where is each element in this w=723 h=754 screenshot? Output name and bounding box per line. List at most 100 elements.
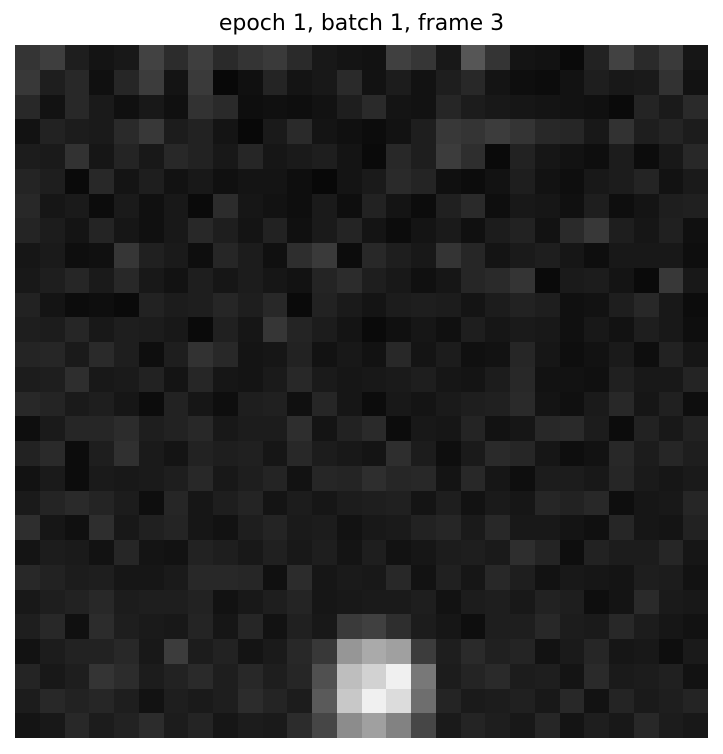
image-pixel bbox=[138, 416, 164, 441]
image-pixel bbox=[485, 317, 510, 342]
image-pixel bbox=[138, 366, 164, 392]
image-pixel bbox=[188, 614, 213, 639]
image-pixel bbox=[386, 441, 411, 466]
image-pixel bbox=[64, 45, 90, 70]
image-pixel bbox=[287, 366, 312, 392]
image-pixel bbox=[163, 119, 189, 144]
image-pixel bbox=[460, 366, 486, 392]
image-pixel bbox=[237, 168, 263, 194]
image-pixel bbox=[534, 639, 560, 664]
image-pixel bbox=[386, 144, 411, 169]
image-pixel bbox=[633, 168, 659, 194]
image-pixel bbox=[435, 391, 461, 417]
image-pixel bbox=[64, 292, 90, 318]
image-pixel bbox=[114, 144, 139, 169]
image-pixel bbox=[287, 540, 312, 565]
image-pixel bbox=[287, 688, 312, 714]
image-pixel bbox=[411, 144, 436, 169]
image-pixel bbox=[213, 639, 238, 664]
image-pixel bbox=[633, 391, 659, 417]
image-pixel bbox=[262, 713, 288, 738]
image-pixel bbox=[609, 540, 634, 565]
image-pixel bbox=[213, 490, 238, 516]
image-pixel bbox=[386, 589, 411, 615]
image-pixel bbox=[411, 292, 436, 318]
image-pixel bbox=[163, 663, 189, 689]
image-pixel bbox=[89, 168, 114, 194]
image-pixel bbox=[312, 540, 337, 565]
image-pixel bbox=[163, 564, 189, 590]
image-pixel bbox=[64, 69, 90, 95]
image-pixel bbox=[262, 663, 288, 689]
image-pixel bbox=[39, 119, 65, 144]
image-pixel bbox=[237, 490, 263, 516]
image-pixel bbox=[534, 614, 560, 639]
image-pixel bbox=[386, 45, 411, 70]
image-pixel bbox=[683, 69, 708, 95]
image-pixel bbox=[39, 515, 65, 540]
image-pixel bbox=[485, 45, 510, 70]
image-pixel bbox=[633, 639, 659, 664]
image-pixel bbox=[361, 441, 387, 466]
image-pixel bbox=[411, 416, 436, 441]
image-pixel bbox=[658, 490, 684, 516]
image-pixel bbox=[188, 465, 213, 491]
image-pixel bbox=[683, 639, 708, 664]
image-pixel bbox=[64, 94, 90, 120]
image-pixel bbox=[584, 441, 609, 466]
image-pixel bbox=[435, 69, 461, 95]
image-pixel bbox=[460, 614, 486, 639]
image-pixel bbox=[510, 515, 535, 540]
image-pixel bbox=[559, 144, 585, 169]
image-pixel bbox=[163, 366, 189, 392]
image-pixel bbox=[361, 663, 387, 689]
image-pixel bbox=[188, 193, 213, 219]
image-pixel bbox=[435, 168, 461, 194]
image-pixel bbox=[683, 663, 708, 689]
image-pixel bbox=[460, 94, 486, 120]
image-pixel bbox=[312, 589, 337, 615]
image-pixel bbox=[534, 45, 560, 70]
image-pixel bbox=[39, 564, 65, 590]
image-pixel bbox=[534, 119, 560, 144]
image-pixel bbox=[559, 589, 585, 615]
image-pixel bbox=[15, 688, 40, 714]
image-pixel bbox=[584, 515, 609, 540]
image-pixel bbox=[39, 45, 65, 70]
image-pixel bbox=[361, 589, 387, 615]
image-pixel bbox=[584, 465, 609, 491]
image-pixel bbox=[114, 267, 139, 293]
image-pixel bbox=[213, 292, 238, 318]
image-pixel bbox=[485, 168, 510, 194]
image-pixel bbox=[633, 218, 659, 243]
image-pixel bbox=[287, 119, 312, 144]
image-pixel bbox=[411, 540, 436, 565]
image-pixel bbox=[609, 639, 634, 664]
image-pixel bbox=[262, 267, 288, 293]
image-pixel bbox=[609, 94, 634, 120]
image-pixel bbox=[262, 589, 288, 615]
image-pixel bbox=[287, 490, 312, 516]
image-pixel bbox=[534, 366, 560, 392]
image-pixel bbox=[336, 193, 362, 219]
image-pixel bbox=[312, 614, 337, 639]
image-pixel bbox=[262, 243, 288, 268]
image-pixel bbox=[262, 416, 288, 441]
image-pixel bbox=[658, 589, 684, 615]
image-pixel bbox=[683, 465, 708, 491]
image-pixel bbox=[559, 292, 585, 318]
image-pixel bbox=[633, 614, 659, 639]
image-pixel bbox=[39, 94, 65, 120]
image-pixel bbox=[559, 342, 585, 367]
image-pixel bbox=[114, 119, 139, 144]
image-pixel bbox=[534, 267, 560, 293]
image-pixel bbox=[15, 564, 40, 590]
image-pixel bbox=[361, 168, 387, 194]
image-pixel bbox=[188, 119, 213, 144]
image-pixel bbox=[287, 69, 312, 95]
image-pixel bbox=[114, 391, 139, 417]
image-pixel bbox=[64, 416, 90, 441]
image-pixel bbox=[559, 441, 585, 466]
image-pixel bbox=[435, 193, 461, 219]
image-pixel bbox=[485, 144, 510, 169]
